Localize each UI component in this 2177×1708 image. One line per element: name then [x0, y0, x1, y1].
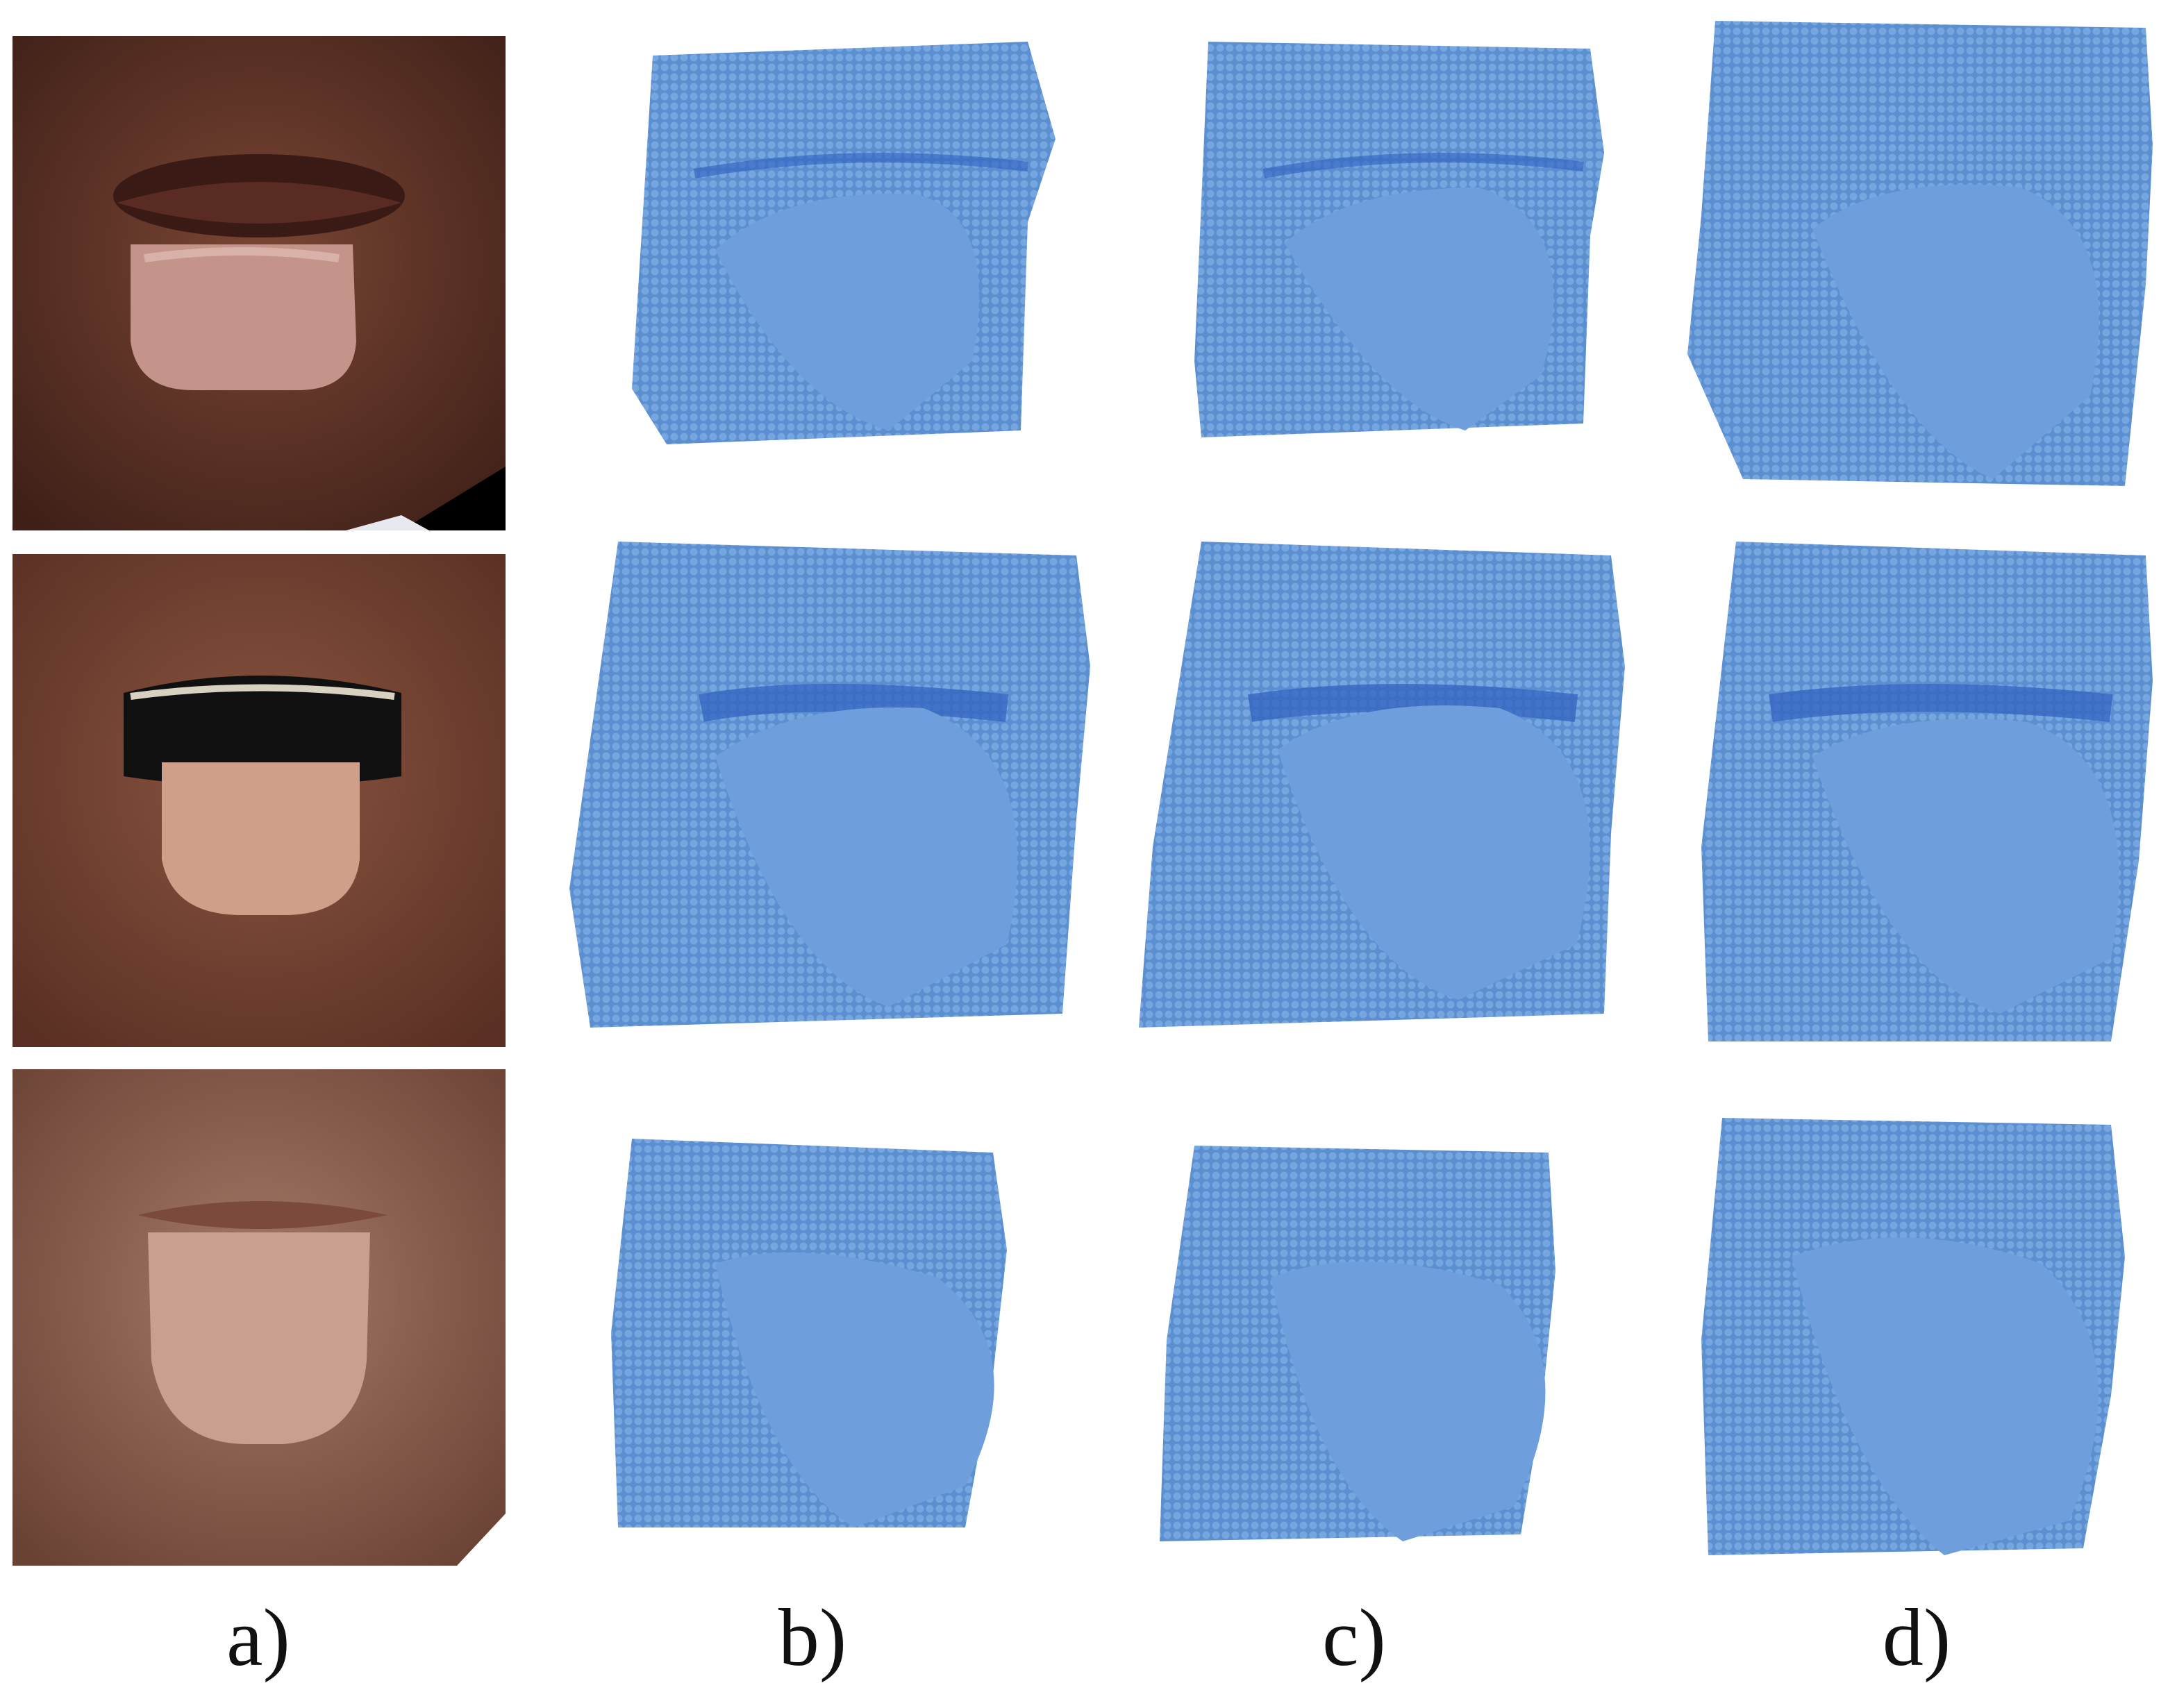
column-label-c: c): [1322, 1592, 1386, 1683]
point-cloud-b-row-3: [604, 1125, 1021, 1541]
point-cloud-d-row-1: [1674, 7, 2153, 507]
point-cloud-c-row-1: [1167, 14, 1611, 458]
photo-row-3: [12, 1069, 506, 1566]
point-cloud-c-row-2: [1125, 514, 1639, 1055]
photo-row-1: [12, 36, 506, 530]
point-cloud-c-row-3: [1153, 1132, 1569, 1548]
column-label-a: a): [226, 1592, 290, 1683]
column-label-d: d): [1882, 1592, 1951, 1683]
column-label-b: b): [778, 1592, 847, 1683]
photo-row-2: [12, 554, 506, 1047]
point-cloud-b-row-2: [562, 528, 1090, 1041]
point-cloud-b-row-1: [611, 14, 1062, 458]
point-cloud-d-row-2: [1694, 528, 2153, 1069]
point-cloud-d-row-3: [1694, 1104, 2132, 1562]
